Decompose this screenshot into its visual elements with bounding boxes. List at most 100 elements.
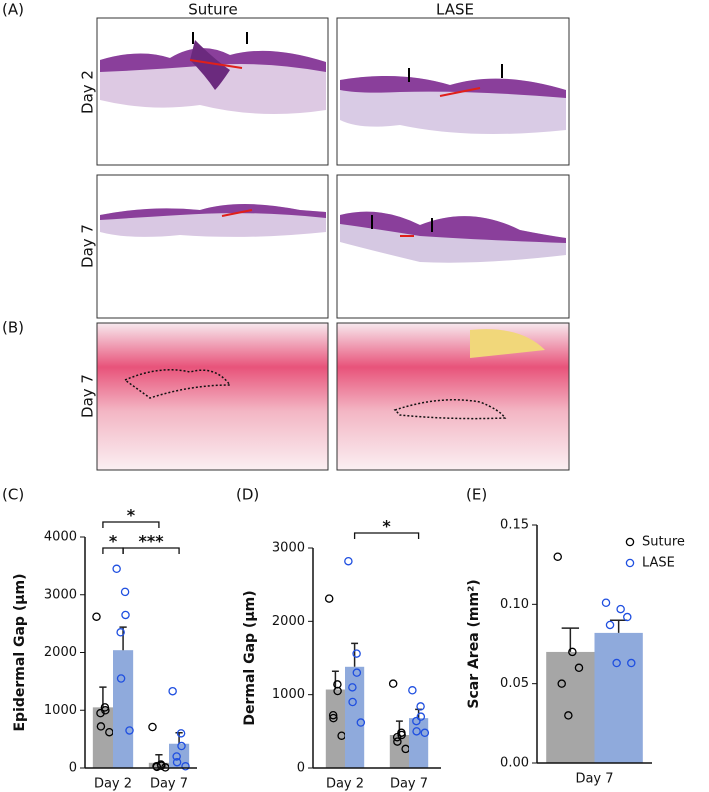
y-tick-label: 2000 xyxy=(44,645,77,660)
data-point xyxy=(96,708,105,718)
panel-label: (A) xyxy=(2,1,24,19)
y-tick-label: 0 xyxy=(69,761,77,776)
data-point xyxy=(92,612,101,621)
y-tick-label: 0.05 xyxy=(500,676,529,691)
data-point xyxy=(105,727,114,737)
error-bar xyxy=(119,626,127,651)
bar xyxy=(546,651,595,763)
row-label: Day 2 xyxy=(79,70,97,114)
data-point xyxy=(420,728,430,738)
error-bar xyxy=(351,642,359,667)
legend-marker xyxy=(625,537,635,547)
significance-label: * xyxy=(109,532,118,551)
legend-label: Suture xyxy=(642,535,685,550)
data-point xyxy=(324,594,334,603)
bar xyxy=(594,632,643,763)
data-point xyxy=(388,679,398,688)
y-tick-label: 3000 xyxy=(44,587,77,602)
data-point xyxy=(348,683,357,692)
data-point xyxy=(177,741,186,751)
y-tick-label: 4000 xyxy=(44,530,77,545)
panel-label: (C) xyxy=(2,486,24,504)
data-point xyxy=(623,612,632,622)
histology-image xyxy=(336,174,570,319)
data-point xyxy=(172,757,182,767)
y-tick-label: 3000 xyxy=(272,541,305,556)
data-point xyxy=(412,716,421,726)
significance-label: * xyxy=(382,517,391,536)
data-point xyxy=(172,752,181,761)
y-tick-label: 1000 xyxy=(44,703,77,718)
y-tick-label: 2000 xyxy=(272,614,305,629)
data-point xyxy=(157,761,166,770)
x-tick-label: Day 2 xyxy=(326,777,364,792)
data-point xyxy=(352,649,361,658)
legend-label: LASE xyxy=(642,556,675,571)
error-bar xyxy=(175,732,183,744)
y-tick-label: 1000 xyxy=(272,687,305,702)
bar xyxy=(409,718,429,768)
data-point xyxy=(574,663,584,673)
data-point xyxy=(393,737,402,746)
y-tick-label: 0.10 xyxy=(500,597,529,612)
bar xyxy=(113,650,134,768)
data-point xyxy=(412,727,421,736)
data-point xyxy=(168,686,177,696)
data-point xyxy=(348,697,357,707)
data-point xyxy=(333,686,342,696)
data-point xyxy=(328,710,338,720)
data-point xyxy=(121,610,130,620)
error-bar xyxy=(609,619,628,633)
data-point xyxy=(605,620,615,630)
bar xyxy=(169,743,190,768)
panel-label: (B) xyxy=(2,319,24,337)
data-point xyxy=(120,587,130,597)
y-tick-label: 0 xyxy=(297,761,305,776)
y-axis-label: Dermal Gap (µm) xyxy=(242,590,258,725)
data-point xyxy=(148,722,157,732)
data-point xyxy=(116,674,126,683)
column-label: LASE xyxy=(436,1,474,19)
significance-label: *** xyxy=(139,532,165,551)
x-tick-label: Day 2 xyxy=(94,777,132,792)
data-point xyxy=(616,604,625,614)
error-bar xyxy=(331,670,339,690)
data-point xyxy=(553,552,562,561)
column-label: Suture xyxy=(188,1,237,19)
data-point xyxy=(564,711,573,720)
data-point xyxy=(416,712,426,721)
panel-label: (D) xyxy=(236,486,259,504)
data-point xyxy=(557,679,566,688)
y-tick-label: 0.00 xyxy=(500,756,529,771)
x-tick-label: Day 7 xyxy=(150,777,188,792)
x-tick-label: Day 7 xyxy=(390,777,428,792)
bar xyxy=(345,666,365,768)
data-point xyxy=(116,628,125,637)
data-point xyxy=(152,762,162,772)
legend-marker xyxy=(625,558,635,568)
data-point xyxy=(112,564,121,574)
data-point xyxy=(344,556,353,566)
histology-image xyxy=(96,174,329,319)
histology-image xyxy=(96,322,329,471)
significance-bracket xyxy=(102,521,160,528)
significance-bracket xyxy=(122,547,180,554)
y-axis-label: Scar Area (mm²) xyxy=(466,579,482,708)
data-point xyxy=(601,598,611,607)
x-tick-label: Day 7 xyxy=(575,772,613,787)
bar xyxy=(148,762,169,768)
panel-label: (E) xyxy=(466,486,487,504)
data-point xyxy=(392,732,402,742)
data-point xyxy=(329,713,338,723)
data-point xyxy=(356,718,366,727)
histology-image xyxy=(96,17,329,166)
y-tick-label: 0.15 xyxy=(500,518,529,533)
error-bar xyxy=(561,627,580,652)
data-point xyxy=(125,726,134,735)
row-label: Day 7 xyxy=(79,374,97,418)
bar xyxy=(325,689,345,768)
significance-label: * xyxy=(127,506,136,525)
bar xyxy=(92,707,113,768)
data-point xyxy=(96,722,106,731)
